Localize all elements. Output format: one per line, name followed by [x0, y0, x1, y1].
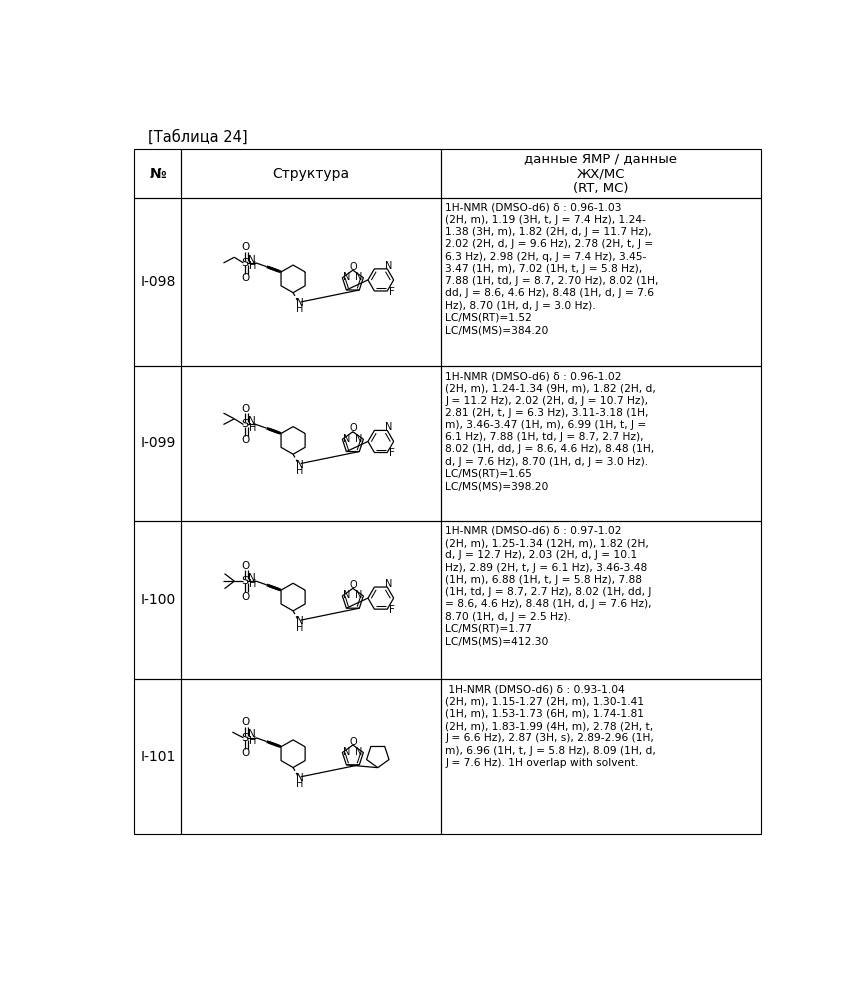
Text: N: N	[343, 747, 350, 757]
Text: N: N	[343, 272, 350, 282]
Bar	[135, 366, 181, 521]
Text: N: N	[385, 579, 392, 589]
Text: S: S	[242, 733, 249, 743]
Text: N: N	[249, 255, 257, 265]
Text: №: №	[149, 167, 166, 181]
Text: [Таблица 24]: [Таблица 24]	[148, 129, 247, 145]
Text: 1H-NMR (DMSO-d6) δ : 0.97-1.02
(2H, m), 1.25-1.34 (12H, m), 1.82 (2H,
d, J = 12.: 1H-NMR (DMSO-d6) δ : 0.97-1.02 (2H, m), …	[445, 526, 652, 646]
Text: N: N	[385, 422, 392, 432]
Bar	[181, 521, 441, 679]
Text: S: S	[242, 576, 249, 586]
Text: 1H-NMR (DMSO-d6) δ : 0.93-1.04
(2H, m), 1.15-1.27 (2H, m), 1.30-1.41
(1H, m), 1.: 1H-NMR (DMSO-d6) δ : 0.93-1.04 (2H, m), …	[445, 684, 656, 768]
Text: O: O	[241, 717, 250, 727]
Text: Структура: Структура	[273, 167, 350, 181]
Text: O: O	[350, 262, 358, 272]
Text: O: O	[350, 580, 358, 590]
Text: S: S	[242, 258, 249, 268]
Bar	[441, 679, 760, 834]
Text: O: O	[241, 748, 250, 758]
Text: O: O	[241, 561, 250, 571]
Text: O: O	[350, 737, 358, 747]
Text: 1H-NMR (DMSO-d6) δ : 0.96-1.03
(2H, m), 1.19 (3H, t, J = 7.4 Hz), 1.24-
1.38 (3H: 1H-NMR (DMSO-d6) δ : 0.96-1.03 (2H, m), …	[445, 203, 659, 335]
Text: N: N	[385, 261, 392, 271]
Text: F: F	[389, 287, 395, 297]
Text: H: H	[249, 736, 256, 746]
Text: O: O	[241, 435, 250, 445]
Bar	[135, 198, 181, 366]
Text: N: N	[296, 616, 304, 626]
Bar	[181, 198, 441, 366]
Text: N: N	[249, 416, 257, 426]
Text: O: O	[241, 273, 250, 283]
Bar	[181, 149, 441, 198]
Text: N: N	[355, 590, 363, 600]
Text: F: F	[389, 605, 395, 615]
Text: H: H	[296, 779, 303, 789]
Bar	[181, 679, 441, 834]
Text: N: N	[296, 773, 304, 783]
Text: 1H-NMR (DMSO-d6) δ : 0.96-1.02
(2H, m), 1.24-1.34 (9H, m), 1.82 (2H, d,
J = 11.2: 1H-NMR (DMSO-d6) δ : 0.96-1.02 (2H, m), …	[445, 371, 656, 491]
Text: N: N	[355, 272, 363, 282]
Text: N: N	[249, 573, 257, 583]
Text: F: F	[389, 448, 395, 458]
Text: H: H	[296, 623, 303, 633]
Text: N: N	[249, 729, 257, 739]
Text: O: O	[241, 404, 250, 414]
Text: данные ЯМР / данные
ЖХ/МС
(RT, МС): данные ЯМР / данные ЖХ/МС (RT, МС)	[524, 152, 678, 195]
Text: H: H	[296, 304, 303, 314]
Text: I-100: I-100	[140, 593, 176, 607]
Text: N: N	[343, 434, 350, 444]
Bar	[181, 366, 441, 521]
Bar	[135, 521, 181, 679]
Text: H: H	[296, 466, 303, 476]
Text: N: N	[355, 434, 363, 444]
Bar	[441, 198, 760, 366]
Bar	[441, 521, 760, 679]
Text: N: N	[355, 747, 363, 757]
Bar	[135, 679, 181, 834]
Text: H: H	[249, 423, 256, 433]
Text: N: N	[343, 590, 350, 600]
Text: O: O	[350, 423, 358, 433]
Text: H: H	[249, 261, 256, 271]
Text: I-101: I-101	[140, 750, 176, 764]
Bar	[135, 149, 181, 198]
Text: N: N	[296, 298, 304, 308]
Text: O: O	[241, 592, 250, 602]
Bar	[441, 149, 760, 198]
Text: O: O	[241, 242, 250, 252]
Text: I-098: I-098	[140, 275, 176, 289]
Bar	[441, 366, 760, 521]
Text: S: S	[242, 419, 249, 429]
Text: I-099: I-099	[140, 436, 176, 450]
Text: H: H	[249, 579, 256, 589]
Text: N: N	[296, 460, 304, 470]
